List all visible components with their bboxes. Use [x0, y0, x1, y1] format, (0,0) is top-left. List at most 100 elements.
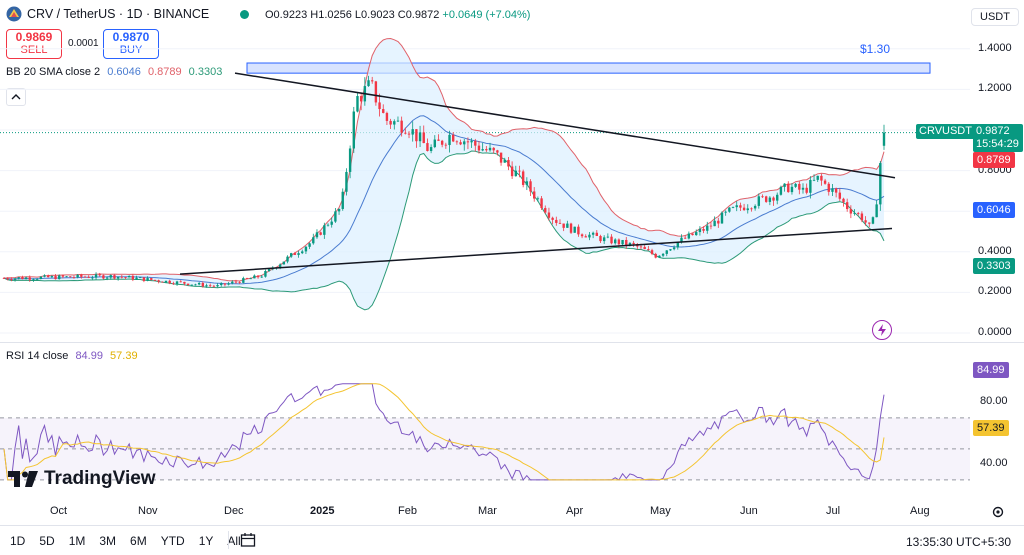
time-axis-tick: Aug [910, 505, 930, 517]
range-button-ytd[interactable]: YTD [160, 534, 185, 548]
bb-basis-tag: 0.6046 [973, 202, 1015, 218]
time-axis-tick: Jul [826, 505, 841, 517]
target-label: $1.30 [860, 42, 891, 56]
candle-body [168, 280, 171, 284]
candle-body [142, 277, 146, 281]
price-chart[interactable] [0, 30, 970, 342]
time-axis[interactable]: Oct Nov Dec 2025 Feb Mar Apr May Jun Jul Aug [0, 500, 970, 522]
candle-body [433, 139, 436, 148]
rsi-ma-line [3, 383, 885, 481]
range-button-1d[interactable]: 1D [10, 534, 26, 548]
candle-body [801, 187, 805, 190]
candle-body [418, 132, 422, 142]
candle-body [577, 226, 580, 235]
time-axis-tick: May [650, 505, 671, 517]
candle-body [845, 202, 849, 210]
candle-body [599, 235, 602, 242]
currency-selector[interactable]: USDT [971, 8, 1019, 26]
candle-body [691, 233, 694, 236]
candle-body [857, 213, 860, 214]
bb-basis-line [3, 115, 885, 285]
bb-fill [4, 38, 884, 310]
candle-body [323, 225, 326, 235]
buy-button[interactable]: 0.9870 BUY [103, 29, 159, 59]
bb-lower-value: 0.3303 [188, 66, 223, 78]
candle-body [772, 197, 775, 201]
target-zone[interactable] [246, 62, 931, 74]
candle-body [179, 281, 182, 283]
candle-body [356, 96, 359, 112]
range-button-1m[interactable]: 1M [68, 534, 86, 548]
upper-trendline[interactable] [234, 72, 896, 179]
ohlc-open: O0.9223 [265, 9, 308, 21]
candle-body [337, 208, 341, 212]
price-axis-tick: 0.4000 [978, 244, 1012, 257]
time-axis-tick: Nov [138, 505, 158, 517]
sell-button[interactable]: 0.9869 SELL [6, 29, 62, 59]
candle-body [573, 226, 576, 233]
candle-body [429, 147, 433, 152]
candle-body [76, 274, 79, 278]
candle-body [205, 285, 208, 287]
lightning-icon[interactable] [872, 320, 892, 340]
candle-body [875, 204, 878, 218]
calendar-range-icon[interactable] [238, 531, 258, 549]
candle-body [135, 277, 138, 280]
range-button-1y[interactable]: 1Y [198, 534, 214, 548]
candle-body [827, 183, 830, 192]
bar-countdown: 15:54:29 [976, 138, 1019, 150]
pane-divider[interactable] [0, 342, 1024, 343]
bb-upper-line [3, 37, 885, 282]
candle-body [650, 250, 654, 254]
candle-body [139, 277, 142, 279]
candle-body [588, 234, 591, 238]
rsi-ma-value: 57.39 [110, 350, 138, 362]
candle-body [249, 278, 252, 280]
candle-body [21, 277, 24, 280]
time-axis-tick: Dec [224, 505, 244, 517]
candle-body [50, 276, 54, 278]
candle-body [739, 205, 742, 208]
candle-body [319, 232, 322, 235]
candle-body [127, 275, 131, 278]
candle-body [326, 224, 330, 226]
candle-body [676, 242, 680, 248]
candle-body [2, 278, 6, 279]
bb-legend[interactable]: BB 20 SMA close 2 0.6046 0.8789 0.3303 [6, 66, 222, 78]
price-axis-tick: 0.2000 [978, 285, 1012, 298]
candle-body [610, 236, 613, 244]
candle-body [787, 183, 790, 193]
collapse-legend-icon[interactable] [6, 88, 26, 106]
bb-name: BB 20 SMA close 2 [6, 66, 101, 78]
symbol-title[interactable]: CRV / TetherUS · 1D · BINANCE [27, 7, 210, 21]
clock-timezone[interactable]: 13:35:30 UTC+5:30 [906, 535, 1012, 549]
candle-body [481, 149, 484, 151]
candle-body [768, 197, 772, 202]
range-button-3m[interactable]: 3M [99, 534, 117, 548]
rsi-legend[interactable]: RSI 14 close 84.99 57.39 [6, 350, 138, 362]
rsi-value: 84.99 [75, 350, 103, 362]
candle-body [194, 284, 197, 286]
candle-body [422, 132, 425, 144]
range-button-5d[interactable]: 5D [39, 534, 55, 548]
candle-body [448, 134, 451, 146]
settings-gear-icon[interactable] [990, 504, 1006, 520]
price-axis[interactable]: 1.40001.20001.00000.80000.60000.40000.20… [970, 30, 1024, 342]
rsi-chart[interactable] [0, 343, 970, 498]
bb-lower-line [3, 150, 885, 311]
candle-body [555, 219, 558, 223]
candle-body [39, 276, 43, 279]
tradingview-logo[interactable]: TradingView [8, 468, 156, 490]
range-divider [228, 531, 229, 549]
ohlc-close: C0.9872 [397, 9, 440, 21]
candle-body [407, 133, 411, 135]
candle-body [584, 236, 587, 238]
candle-body [396, 120, 400, 122]
lower-trendline[interactable] [179, 227, 893, 275]
candle-body [566, 223, 569, 228]
candle-body [724, 211, 727, 213]
range-button-all[interactable]: All [227, 534, 241, 548]
range-button-6m[interactable]: 6M [130, 534, 147, 548]
candle-body [695, 232, 698, 236]
candle-body [371, 80, 374, 82]
